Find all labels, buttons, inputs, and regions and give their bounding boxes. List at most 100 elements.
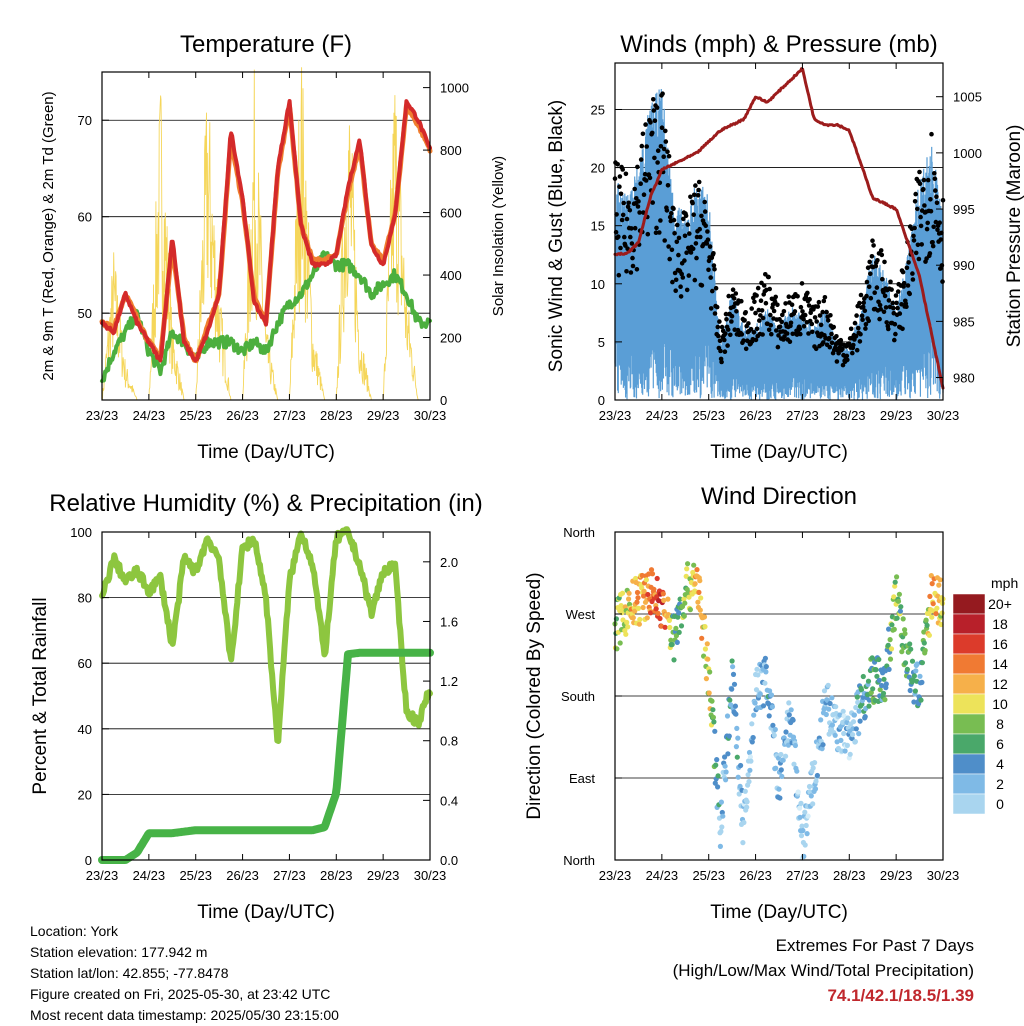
gust-point <box>752 299 757 305</box>
gust-point <box>874 285 880 290</box>
direction-point <box>625 624 631 630</box>
direction-point <box>738 762 744 769</box>
gust-point <box>917 181 923 186</box>
legend-swatch <box>952 753 986 775</box>
gust-point <box>629 241 635 246</box>
pressure-ytick-right-label: 980 <box>953 371 975 386</box>
gust-point <box>711 251 716 256</box>
temperature-xtick-label: 28/23 <box>320 408 353 423</box>
gust-point <box>645 231 651 237</box>
direction-point <box>619 590 626 596</box>
gust-point <box>757 318 762 323</box>
direction-point <box>820 742 826 748</box>
direction-point <box>892 583 898 589</box>
direction-point <box>856 731 862 737</box>
gust-point <box>910 271 915 276</box>
gust-point <box>660 91 665 96</box>
direction-point <box>788 707 794 713</box>
gust-point <box>881 290 886 295</box>
gust-point <box>883 305 889 310</box>
direction-point <box>641 593 647 599</box>
gust-point <box>711 263 717 268</box>
gust-point <box>884 320 889 325</box>
gust-point <box>618 191 624 197</box>
direction-point <box>733 744 740 750</box>
direction-point <box>640 604 646 611</box>
direction-point <box>630 615 636 621</box>
winds-xtick-label: 26/23 <box>739 408 772 423</box>
direction-point <box>737 783 743 790</box>
direction-point <box>880 690 887 697</box>
direction-point <box>722 763 728 769</box>
direction-point <box>853 726 859 732</box>
gust-point <box>916 256 922 262</box>
direction-point <box>798 800 804 807</box>
direction-point <box>655 610 661 617</box>
gust-point <box>866 284 872 290</box>
gust-point <box>672 270 678 276</box>
gust-point <box>814 319 819 324</box>
gust-point <box>753 337 759 343</box>
humidity-xtick-label: 23/23 <box>86 868 119 883</box>
gust-point <box>743 310 748 315</box>
gust-point <box>810 329 815 335</box>
temperature-xtick-label: 27/23 <box>273 408 306 423</box>
gust-point <box>666 244 671 249</box>
direction-point <box>902 660 909 666</box>
direction-point <box>855 699 861 706</box>
direction-point <box>783 729 789 735</box>
direction-point <box>740 840 746 846</box>
gust-point <box>863 322 869 327</box>
direction-point <box>702 646 709 652</box>
gust-point <box>864 293 869 299</box>
gust-point <box>618 245 623 251</box>
extremes-value: 74.1/42.1/18.5/1.39 <box>827 986 974 1005</box>
gust-point <box>718 348 723 354</box>
direction-point <box>786 700 792 706</box>
gust-point <box>667 214 673 220</box>
direction-point <box>649 571 656 577</box>
gust-point <box>651 97 656 102</box>
gust-point <box>877 302 883 308</box>
humidity-ytick-label: 20 <box>78 787 92 802</box>
gust-point <box>628 270 634 275</box>
sonic-wind-trace <box>614 89 944 400</box>
direction-point <box>870 686 876 692</box>
direction-point <box>746 779 752 785</box>
direction-point <box>887 637 893 643</box>
gust-point <box>691 212 696 217</box>
humidity-ytick-label: 60 <box>78 656 92 671</box>
gust-point <box>856 325 861 331</box>
solar-ylabel: Solar Insolation (Yellow) <box>490 156 507 316</box>
gust-point <box>751 330 757 335</box>
direction-point <box>712 728 718 734</box>
legend-label: 6 <box>996 736 1004 752</box>
direction-ytick-label: East <box>569 771 595 786</box>
direction-xtick-label: 29/23 <box>880 868 913 883</box>
gust-point <box>674 239 680 245</box>
direction-point <box>823 711 829 718</box>
gust-point <box>632 225 638 231</box>
gust-point <box>775 344 781 350</box>
direction-point <box>665 596 671 602</box>
gust-point <box>783 301 788 306</box>
direction-point <box>934 605 940 611</box>
gust-point <box>695 193 701 198</box>
gust-point <box>931 224 936 230</box>
temperature-ytick-label: 50 <box>78 306 92 321</box>
gust-point <box>682 258 687 263</box>
gust-point <box>621 200 626 206</box>
direction-point <box>751 712 757 718</box>
direction-point <box>746 749 753 756</box>
legend-swatch <box>952 793 986 815</box>
gust-point <box>617 174 623 179</box>
gust-point <box>921 177 927 183</box>
direction-point <box>805 813 811 819</box>
gust-point <box>789 302 795 308</box>
winds-xtick-label: 24/23 <box>646 408 679 423</box>
direction-point <box>697 607 703 613</box>
gust-point <box>728 332 733 338</box>
gust-point <box>913 250 919 256</box>
gust-point <box>717 319 722 324</box>
